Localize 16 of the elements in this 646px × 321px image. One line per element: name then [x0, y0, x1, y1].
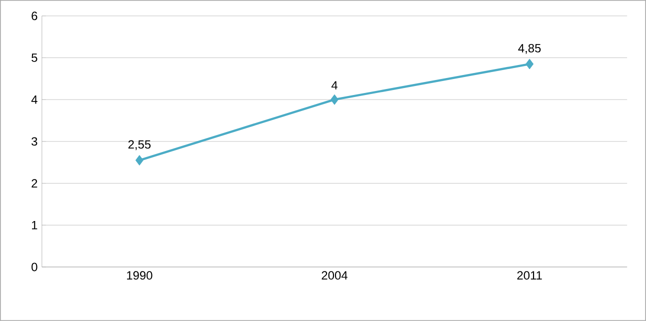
y-tick-label: 0: [32, 262, 38, 272]
y-tick-label: 1: [32, 221, 38, 230]
x-tick-label: 2011: [517, 271, 542, 280]
y-tick-label: 2: [32, 179, 38, 188]
y-tick-label: 5: [32, 54, 38, 62]
y-tick-label: 3: [32, 137, 38, 146]
data-label: 2,55: [128, 140, 151, 150]
x-tick-label: 2004: [322, 271, 348, 280]
y-tick-label: 4: [31, 96, 38, 104]
point: [330, 94, 339, 105]
point: [135, 155, 144, 166]
data-label: 4: [331, 81, 338, 90]
point: [526, 58, 534, 70]
data-label: 4,85: [518, 44, 541, 54]
x-tick-label: 1990: [127, 271, 152, 280]
y-tick-label: 6: [32, 12, 38, 20]
